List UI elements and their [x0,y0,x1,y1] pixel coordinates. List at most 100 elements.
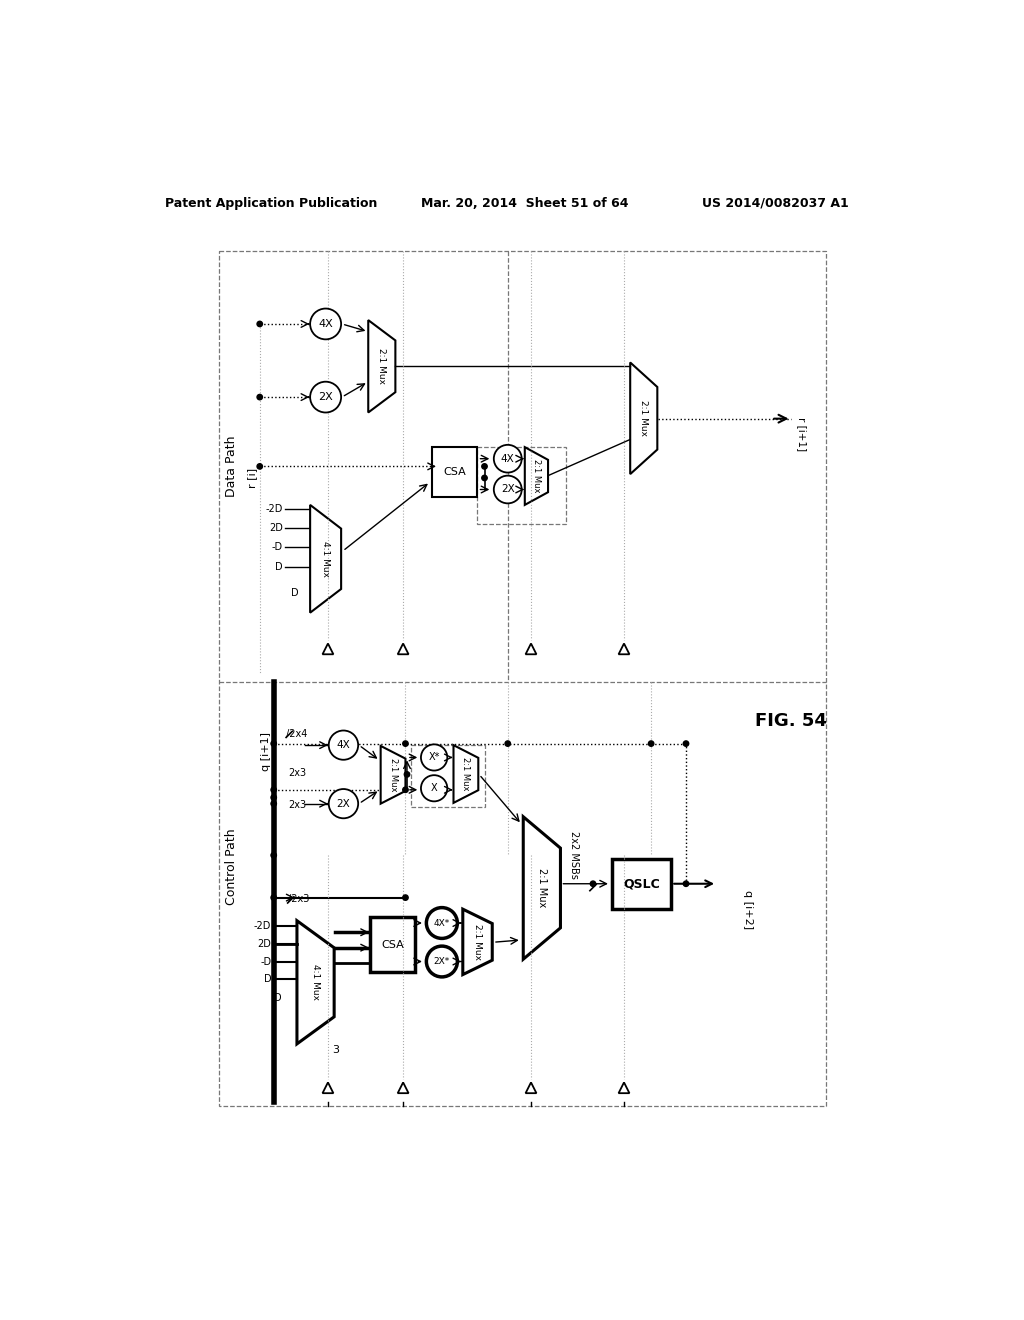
Text: -2D: -2D [265,504,283,513]
Text: 2x2 MSBs: 2x2 MSBs [569,832,580,879]
Polygon shape [524,447,548,506]
Text: CSA: CSA [381,940,403,949]
Circle shape [271,801,276,807]
Text: 2D: 2D [257,939,271,949]
Text: 2:1 Mux: 2:1 Mux [462,758,470,791]
Polygon shape [525,1082,537,1093]
Text: 2X*: 2X* [434,957,450,966]
Text: Patent Application Publication: Patent Application Publication [165,197,378,210]
Text: 2:1 Mux: 2:1 Mux [639,400,648,437]
Text: -D: -D [260,957,271,966]
Text: -2D: -2D [254,921,271,931]
Polygon shape [463,909,493,974]
Text: 2X: 2X [318,392,333,403]
Bar [370,917,415,973]
Text: 2:1 Mux: 2:1 Mux [473,924,482,960]
Text: X*: X* [428,752,440,763]
Bar [477,447,566,524]
Circle shape [494,445,521,473]
Circle shape [494,475,521,503]
Text: X: X [431,783,437,793]
Text: 2:1 Mux: 2:1 Mux [537,869,547,908]
Text: 2X: 2X [337,799,350,809]
Text: Control Path: Control Path [224,829,238,906]
Text: -D: -D [272,543,283,552]
Text: 2:1 Mux: 2:1 Mux [531,459,541,492]
Circle shape [481,475,487,480]
Circle shape [257,395,262,400]
Polygon shape [297,921,334,1044]
Bar [432,447,477,498]
Circle shape [310,309,341,339]
Polygon shape [618,644,630,655]
Text: 2:1 Mux: 2:1 Mux [377,348,386,384]
Text: D: D [275,561,283,572]
Text: Data Path: Data Path [224,436,238,498]
Polygon shape [618,1082,630,1093]
Text: Mar. 20, 2014  Sheet 51 of 64: Mar. 20, 2014 Sheet 51 of 64 [421,197,629,210]
Circle shape [271,787,276,792]
Text: 2:1 Mux: 2:1 Mux [388,758,397,792]
Text: 4X: 4X [318,319,333,329]
Circle shape [590,880,596,887]
Text: US 2014/0082037 A1: US 2014/0082037 A1 [701,197,849,210]
Circle shape [505,741,510,746]
Circle shape [271,853,276,858]
Text: 2X: 2X [501,484,515,495]
Text: 4X*: 4X* [434,919,450,928]
Polygon shape [381,746,406,804]
Text: 4:1 Mux: 4:1 Mux [322,541,330,577]
Circle shape [683,741,689,746]
Circle shape [421,744,447,771]
Text: 3: 3 [332,1045,339,1055]
Polygon shape [323,1082,334,1093]
Text: /2x3: /2x3 [288,894,309,904]
Circle shape [421,775,447,801]
Circle shape [402,787,409,792]
Circle shape [426,908,458,939]
Circle shape [271,895,276,900]
Text: D: D [264,974,271,985]
Polygon shape [323,644,334,655]
Text: q [i+1]: q [i+1] [261,731,271,771]
Text: q [i+2]: q [i+2] [743,890,753,929]
Text: 2x3: 2x3 [288,768,306,777]
Bar [612,859,671,909]
Text: 4X: 4X [337,741,350,750]
Circle shape [271,741,276,746]
Circle shape [257,321,262,326]
Circle shape [683,880,689,887]
Text: QSLC: QSLC [623,878,659,891]
Text: D: D [273,993,282,1003]
Bar [219,251,825,1106]
Text: r [i+1]: r [i+1] [798,417,807,451]
Text: /2x4: /2x4 [287,730,307,739]
Text: 4:1 Mux: 4:1 Mux [311,965,321,1001]
Polygon shape [369,321,395,412]
Circle shape [310,381,341,412]
Text: CSA: CSA [443,467,466,477]
Text: D: D [291,589,298,598]
Circle shape [329,789,358,818]
Circle shape [402,895,409,900]
Polygon shape [397,644,409,655]
Text: 4X: 4X [501,454,515,463]
Circle shape [402,741,409,746]
Polygon shape [454,744,478,803]
Polygon shape [525,644,537,655]
Polygon shape [310,506,341,612]
Circle shape [404,772,410,777]
Bar [411,744,484,807]
Circle shape [329,730,358,760]
Circle shape [426,946,458,977]
Polygon shape [630,363,657,474]
Circle shape [481,463,487,469]
Polygon shape [397,1082,409,1093]
Circle shape [648,741,654,746]
Circle shape [257,463,262,469]
Text: 2x3: 2x3 [288,800,306,810]
Polygon shape [523,817,560,960]
Text: r [i]: r [i] [247,467,257,488]
Text: FIG. 54: FIG. 54 [755,711,826,730]
Text: 2D: 2D [269,523,283,533]
